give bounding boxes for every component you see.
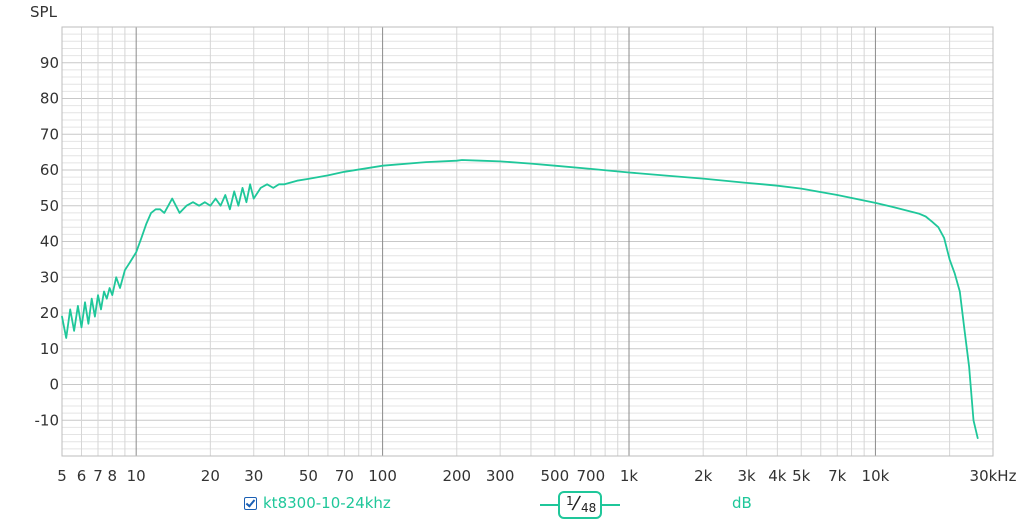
x-tick-label: 2k [694, 467, 713, 485]
y-tick-label: -10 [35, 411, 60, 429]
x-tick-label: 20 [201, 467, 220, 485]
x-tick-label: 300 [486, 467, 515, 485]
y-tick-label: 10 [40, 340, 59, 358]
x-tick-label: 10 [127, 467, 146, 485]
x-tick-label: 700 [577, 467, 606, 485]
smoothing-numerator: 1 [566, 494, 574, 508]
y-tick-label: 0 [49, 376, 59, 394]
y-tick-label: 50 [40, 197, 59, 215]
legend-series-name: kt8300-10-24khz [263, 494, 391, 512]
x-unit-label: 30kHz [970, 467, 1017, 485]
legend-entry[interactable]: kt8300-10-24khz [244, 494, 391, 512]
x-tick-label: 7 [93, 467, 103, 485]
x-tick-label: 70 [335, 467, 354, 485]
x-tick-label: 3k [737, 467, 756, 485]
grid [61, 26, 994, 457]
y-tick-label: 20 [40, 304, 59, 322]
y-tick-label: 60 [40, 161, 59, 179]
legend: kt8300-10-24khz 1 / 48 dB [0, 486, 1024, 520]
x-tick-label: 5k [792, 467, 811, 485]
y-axis-label: SPL [30, 3, 58, 21]
y-tick-label: 40 [40, 233, 59, 251]
smoothing-box[interactable]: 1 / 48 [558, 491, 602, 519]
x-tick-label: 7k [828, 467, 847, 485]
x-tick-label: 1k [620, 467, 639, 485]
x-tick-label: 5 [57, 467, 67, 485]
smoothing-control[interactable]: 1 / 48 [540, 491, 620, 519]
x-tick-label: 4k [768, 467, 787, 485]
unit-label-text: dB [732, 494, 752, 512]
y-tick-labels: 90 80 70 60 50 40 30 20 10 0 -10 [35, 54, 60, 430]
x-tick-label: 30 [244, 467, 263, 485]
y-tick-label: 30 [40, 268, 59, 286]
x-tick-label: 500 [541, 467, 570, 485]
y-tick-label: 80 [40, 90, 59, 108]
checkbox-checked-icon[interactable] [244, 496, 257, 510]
series-line-kt8300-10-24khz [61, 159, 979, 440]
x-tick-label: 100 [368, 467, 397, 485]
y-tick-label: 70 [40, 125, 59, 143]
plot-frame [61, 26, 994, 457]
y-tick-label: 90 [40, 54, 59, 72]
smoothing-denominator: 48 [581, 501, 597, 515]
series-lines [61, 159, 979, 440]
x-tick-labels: 5 6 7 8 10 20 30 50 70 100 200 300 500 700 1k 2k 3k 4k 5k 7… [57, 467, 889, 485]
x-tick-label: 10k [862, 467, 890, 485]
x-tick-label: 8 [108, 467, 118, 485]
smoothing-line-left [540, 504, 558, 506]
x-tick-label: 50 [299, 467, 318, 485]
smoothing-line-right [602, 504, 620, 506]
x-tick-label: 6 [77, 467, 87, 485]
x-tick-label: 200 [442, 467, 471, 485]
unit-label[interactable]: dB [732, 494, 752, 512]
